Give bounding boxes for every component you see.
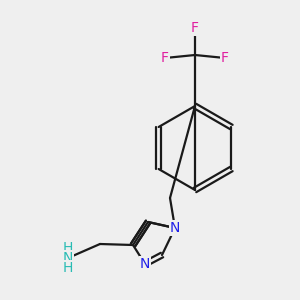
Text: H: H [63, 261, 73, 275]
Text: N: N [140, 257, 150, 271]
Text: N: N [63, 251, 73, 265]
Text: F: F [221, 51, 229, 65]
Text: H: H [63, 241, 73, 255]
Text: F: F [191, 21, 199, 35]
Text: N: N [170, 221, 180, 235]
Text: F: F [161, 51, 169, 65]
